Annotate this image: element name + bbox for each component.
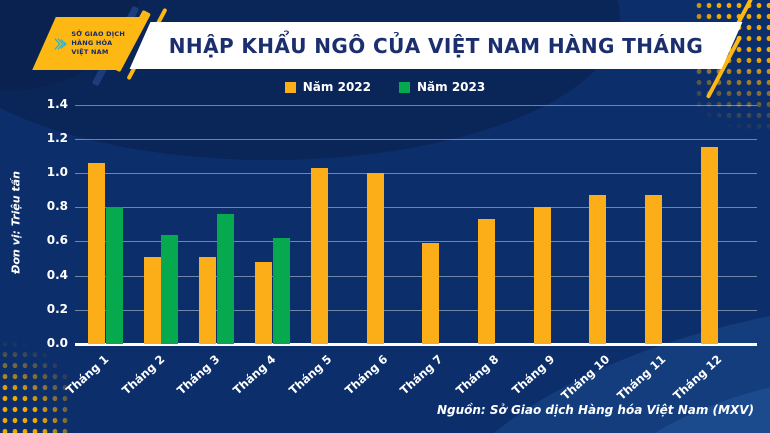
mxv-logo-inner: SỞ GIAO DỊCH HÀNG HÓA VIỆT NAM [44, 17, 128, 70]
x-tick-label: Tháng 3 [174, 352, 223, 398]
x-tick-label: Tháng 4 [230, 352, 279, 398]
halftone-dots-bottom-left [0, 338, 68, 433]
bar-năm-2023-tháng-2 [161, 234, 179, 344]
bar-năm-2022-tháng-2 [143, 256, 161, 344]
gridline [75, 104, 757, 106]
y-tick-label: 0.2 [46, 301, 68, 316]
legend-label: Năm 2022 [302, 80, 371, 94]
y-tick-label: 1.0 [46, 165, 68, 179]
bar-năm-2022-tháng-12 [700, 147, 718, 344]
bar-năm-2023-tháng-3 [216, 214, 234, 344]
x-tick-label: Tháng 2 [118, 352, 168, 398]
gridline [75, 275, 757, 277]
chart-legend: Năm 2022 Năm 2023 [0, 80, 770, 94]
y-tick-label: 1.2 [46, 130, 68, 145]
bar-năm-2022-tháng-3 [199, 256, 217, 344]
legend-swatch [284, 81, 296, 93]
bar-năm-2022-tháng-6 [366, 173, 384, 344]
x-axis-line [75, 343, 757, 346]
gridline [75, 173, 757, 174]
bar-năm-2023-tháng-1 [105, 207, 123, 344]
x-tick-label: Tháng 12 [670, 352, 725, 403]
x-tick-label: Tháng 6 [341, 352, 390, 398]
legend-swatch [399, 81, 410, 93]
bar-năm-2022-tháng-7 [422, 243, 440, 344]
y-tick-label: 0.0 [46, 336, 68, 350]
y-tick-label: 0.4 [46, 267, 68, 282]
legend-item-năm-2023: Năm 2023 [399, 80, 485, 94]
x-tick-label: Tháng 5 [286, 352, 335, 398]
mxv-chevron-icon [54, 37, 67, 50]
y-tick-label: 1.4 [46, 96, 68, 111]
bar-năm-2022-tháng-1 [88, 162, 105, 344]
gridline [75, 207, 757, 209]
x-tick-label: Tháng 9 [508, 352, 558, 398]
bar-năm-2023-tháng-4 [272, 237, 290, 344]
bar-năm-2022-tháng-11 [645, 195, 663, 344]
x-tick-label: Tháng 7 [397, 352, 446, 398]
x-tick-label: Tháng 11 [614, 352, 669, 403]
y-tick-label: 0.6 [46, 233, 68, 248]
x-tick-label: Tháng 8 [453, 352, 502, 398]
legend-item-năm-2022: Năm 2022 [284, 80, 371, 94]
bar-năm-2022-tháng-9 [533, 207, 551, 344]
mxv-logo: SỞ GIAO DỊCH HÀNG HÓA VIỆT NAM [32, 17, 140, 70]
bar-năm-2022-tháng-10 [589, 195, 607, 344]
legend-label: Năm 2023 [417, 80, 486, 94]
gridline [75, 138, 757, 140]
y-tick-label: 0.8 [46, 199, 68, 214]
source-note: Nguồn: Sở Giao dịch Hàng hóa Việt Nam (M… [436, 403, 754, 417]
x-tick-label: Tháng 10 [558, 352, 613, 403]
bar-năm-2022-tháng-4 [255, 261, 273, 344]
bar-năm-2022-tháng-5 [310, 167, 328, 344]
x-tick-label: Tháng 1 [63, 352, 112, 398]
gridline [75, 309, 757, 311]
gridline [75, 241, 757, 243]
bar-năm-2022-tháng-8 [478, 219, 496, 344]
